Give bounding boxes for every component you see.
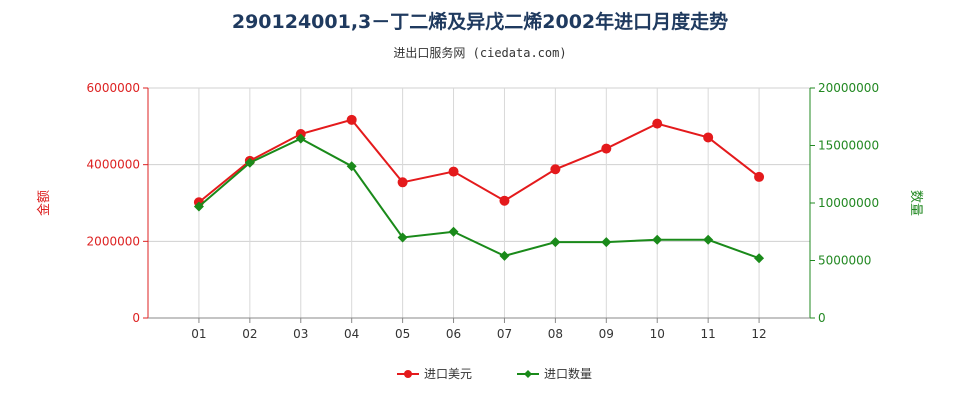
x-tick-label: 06 [446, 327, 461, 341]
series-layer [193, 114, 765, 264]
grid-lines [147, 87, 811, 319]
data-point [652, 118, 663, 129]
x-axis-ticks: 01 02 03 04 05 06 07 08 09 10 11 12 [191, 318, 767, 341]
left-axis-title: 金额 [36, 190, 52, 216]
data-point [346, 114, 357, 125]
right-tick-label: 15000000 [818, 139, 879, 153]
left-tick-label: 6000000 [87, 81, 140, 95]
legend-marker [524, 370, 532, 378]
data-point [754, 253, 765, 264]
left-axis-ticks: 0 2000000 4000000 6000000 [87, 81, 148, 325]
data-point [499, 195, 510, 206]
x-tick-label: 10 [650, 327, 665, 341]
right-axis-ticks: 0 5000000 10000000 15000000 20000000 [810, 81, 879, 325]
left-tick-label: 0 [132, 311, 140, 325]
data-point [601, 237, 612, 248]
x-tick-label: 01 [191, 327, 206, 341]
legend-item: 进口数量 [517, 366, 592, 381]
x-tick-label: 08 [548, 327, 563, 341]
series-line [198, 137, 760, 260]
data-point [244, 157, 255, 168]
x-tick-label: 03 [293, 327, 308, 341]
right-tick-label: 20000000 [818, 81, 879, 95]
data-point [346, 161, 357, 172]
series-1 [193, 114, 765, 208]
data-point [448, 166, 459, 177]
legend: 进口美元 进口数量 [397, 366, 592, 381]
right-tick-label: 0 [818, 311, 826, 325]
legend-label: 进口数量 [544, 366, 592, 381]
data-point [448, 226, 459, 237]
data-point [550, 237, 561, 248]
x-tick-label: 05 [395, 327, 410, 341]
data-point [193, 201, 204, 212]
data-point [703, 234, 714, 245]
data-point [397, 232, 408, 243]
series-2 [193, 133, 765, 264]
x-tick-label: 02 [242, 327, 257, 341]
chart-title: 290124001,3－丁二烯及异戊二烯2002年进口月度走势 [232, 10, 728, 33]
x-tick-label: 04 [344, 327, 359, 341]
series-line [198, 118, 760, 204]
data-point [703, 132, 714, 143]
right-axis-title: 数量 [908, 190, 923, 216]
legend-item: 进口美元 [397, 367, 472, 381]
data-point [601, 143, 612, 154]
legend-label: 进口美元 [424, 367, 472, 381]
x-tick-label: 07 [497, 327, 512, 341]
data-point [397, 177, 408, 188]
x-tick-label: 09 [599, 327, 614, 341]
right-tick-label: 5000000 [818, 254, 871, 268]
data-point [499, 250, 510, 261]
x-tick-label: 12 [751, 327, 766, 341]
chart-subtitle: 进出口服务网 (ciedata.com) [393, 45, 566, 60]
axes [147, 88, 811, 319]
left-tick-label: 4000000 [87, 158, 140, 172]
data-point [652, 234, 663, 245]
data-point [754, 171, 765, 182]
data-point [550, 164, 561, 175]
x-tick-label: 11 [701, 327, 716, 341]
legend-marker [404, 370, 412, 378]
left-tick-label: 2000000 [87, 234, 140, 248]
data-point [295, 133, 306, 144]
right-tick-label: 10000000 [818, 196, 879, 210]
